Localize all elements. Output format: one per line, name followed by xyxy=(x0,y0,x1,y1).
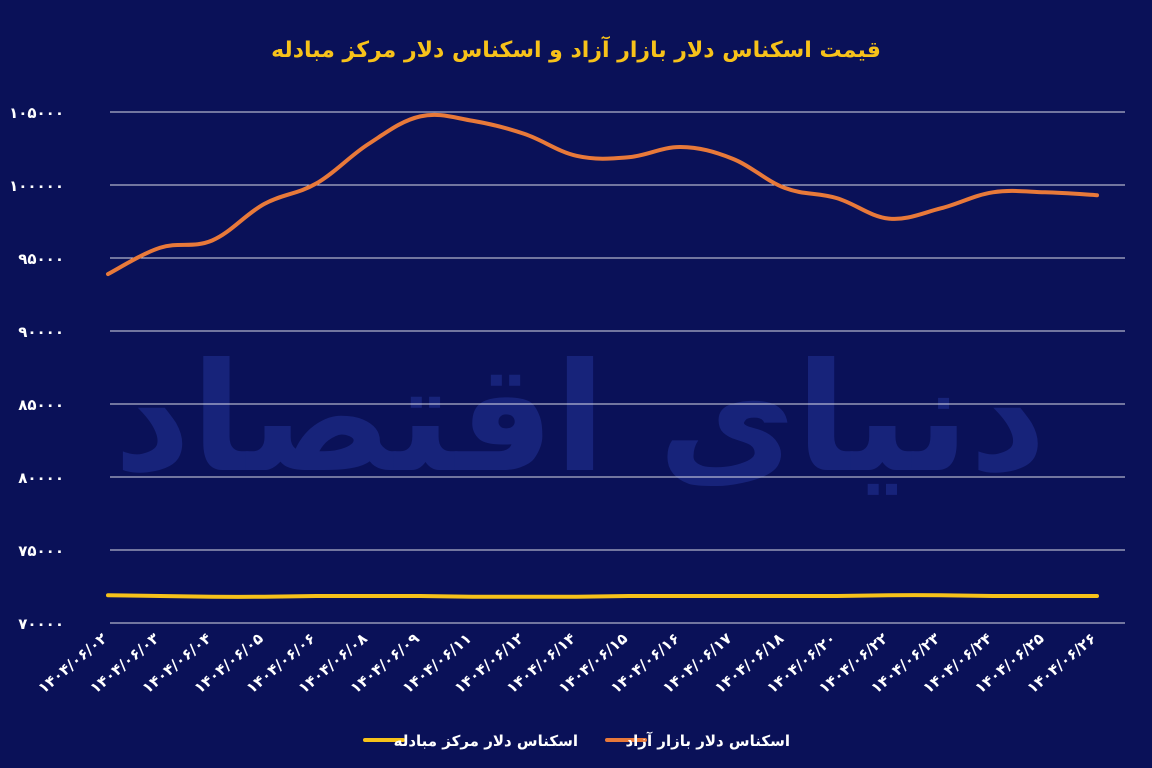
y-tick-label: ۱۰۰۰۰۰ xyxy=(9,177,64,195)
chart-title: قیمت اسکناس دلار بازار آزاد و اسکناس دلا… xyxy=(271,35,881,63)
y-tick-label: ۱۰۵۰۰۰ xyxy=(9,104,64,122)
watermark-text: دنیای اقتصاد xyxy=(114,332,1047,506)
gridlines xyxy=(110,111,1125,624)
legend-label-0: اسکناس دلار مرکز مبادله xyxy=(394,732,578,750)
y-tick-label: ۹۰۰۰۰ xyxy=(18,323,64,341)
y-tick-label: ۸۰۰۰۰ xyxy=(18,469,64,487)
y-axis-ticks: ۷۰۰۰۰ ۷۵۰۰۰ ۸۰۰۰۰ ۸۵۰۰۰ ۹۰۰۰۰ ۹۵۰۰۰ ۱۰۰۰۰۰ ۱۰۵۰… xyxy=(9,104,64,633)
series-lines xyxy=(106,112,1099,599)
y-tick-label: ۸۵۰۰۰ xyxy=(18,396,64,414)
series-line-0 xyxy=(106,593,1099,599)
x-axis-ticks: ۱۴۰۴/۰۶/۰۲۱۴۰۴/۰۶/۰۳۱۴۰۴/۰۶/۰۴۱۴۰۴/۰۶/۰۵… xyxy=(34,629,1099,697)
legend-label-1: اسکناس دلار بازار آزاد xyxy=(625,732,790,750)
y-tick-label: ۷۵۰۰۰ xyxy=(18,542,64,560)
legend: اسکناس دلار بازار آزاد اسکناس دلار مرکز م… xyxy=(363,732,790,750)
series-line-1 xyxy=(106,112,1099,277)
y-tick-label: ۷۰۰۰۰ xyxy=(18,615,64,633)
y-tick-label: ۹۵۰۰۰ xyxy=(18,250,64,268)
